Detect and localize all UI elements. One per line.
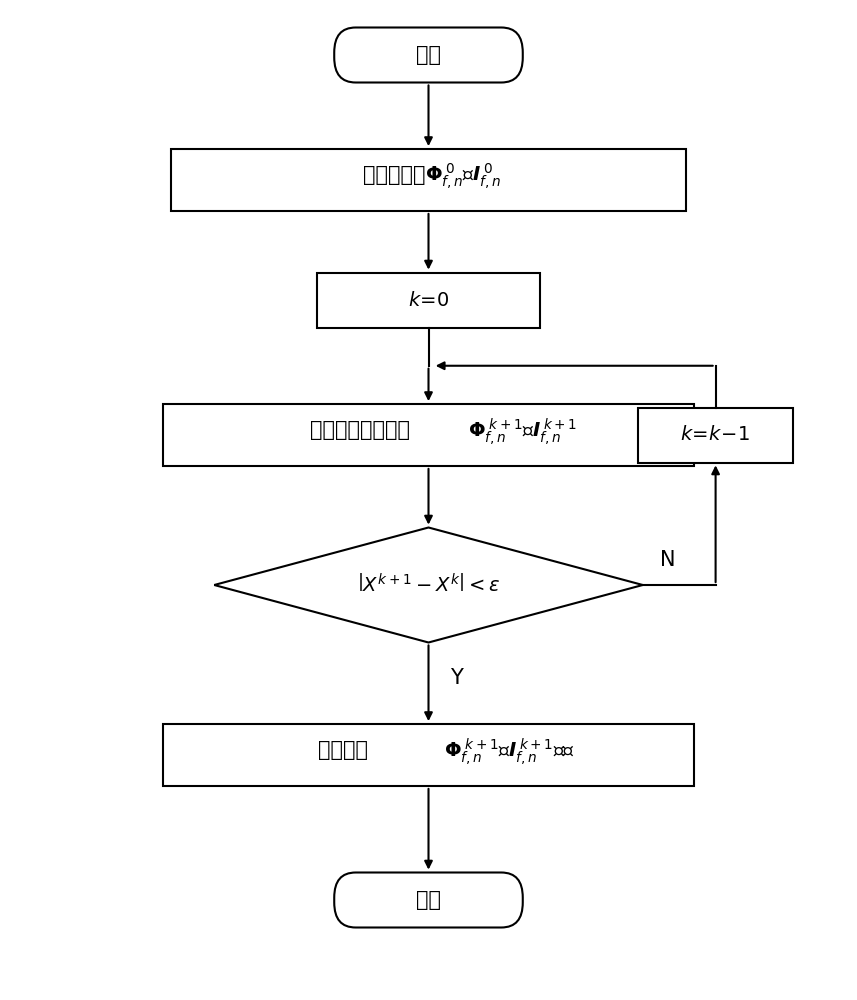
FancyBboxPatch shape: [171, 149, 686, 211]
FancyBboxPatch shape: [334, 27, 523, 83]
Text: 根据方程计算得到: 根据方程计算得到: [310, 420, 410, 440]
FancyBboxPatch shape: [163, 724, 694, 786]
FancyBboxPatch shape: [334, 872, 523, 928]
Polygon shape: [214, 528, 643, 643]
Text: $\boldsymbol{\Phi}_{f,n}^{\;k+1}$和$\boldsymbol{I}_{f,n}^{\;k+1}$的值: $\boldsymbol{\Phi}_{f,n}^{\;k+1}$和$\bold…: [445, 736, 575, 768]
Text: Y: Y: [450, 668, 463, 688]
FancyBboxPatch shape: [163, 404, 694, 466]
Text: $\left|X^{k+1}-X^k\right|<\varepsilon$: $\left|X^{k+1}-X^k\right|<\varepsilon$: [357, 573, 500, 597]
Text: $k\!=\!0$: $k\!=\!0$: [408, 290, 449, 310]
Text: $\boldsymbol{\Phi}_{f,n}^{\;k+1}$和$\boldsymbol{I}_{f,n}^{\;k+1}$: $\boldsymbol{\Phi}_{f,n}^{\;k+1}$和$\bold…: [468, 416, 578, 448]
Text: $\boldsymbol{\Phi}_{f,n}^{\;0}$和$\boldsymbol{I}_{f,n}^{\;0}$: $\boldsymbol{\Phi}_{f,n}^{\;0}$和$\boldsy…: [424, 162, 501, 192]
FancyBboxPatch shape: [638, 408, 793, 462]
Text: $k\!=\!k\!-\!1$: $k\!=\!k\!-\!1$: [680, 426, 751, 444]
Text: 确定初始值: 确定初始值: [363, 165, 425, 185]
Text: 结束: 结束: [416, 890, 441, 910]
Text: 开始: 开始: [416, 45, 441, 65]
FancyBboxPatch shape: [317, 272, 540, 328]
Text: N: N: [660, 550, 675, 570]
Text: 输出得到: 输出得到: [318, 740, 368, 760]
